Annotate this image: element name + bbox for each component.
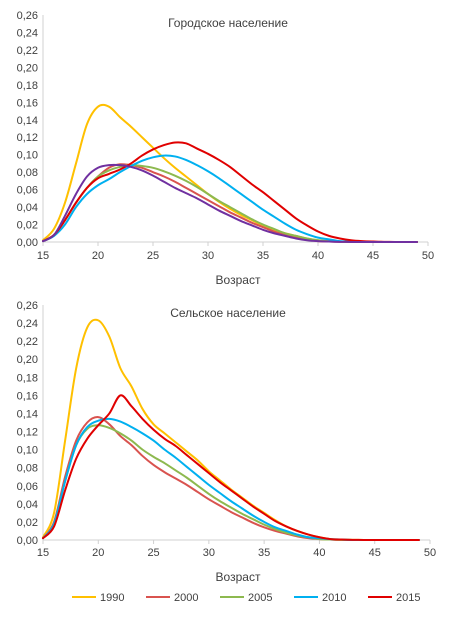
y-tick-label: 0,18 [17, 372, 38, 384]
x-tick-label: 50 [422, 250, 434, 262]
x-tick-label: 25 [147, 250, 159, 262]
x-tick-label: 25 [147, 547, 159, 559]
y-tick-label: 0,18 [17, 80, 38, 92]
y-tick-label: 0,24 [17, 27, 38, 39]
y-tick-label: 0,16 [17, 390, 38, 402]
series-line-2005 [42, 424, 420, 542]
x-tick-label: 50 [424, 547, 436, 559]
legend-label-1990: 1990 [100, 592, 124, 604]
chart-title: Городское население [168, 16, 288, 30]
y-tick-label: 0,02 [17, 220, 38, 232]
x-tick-label: 35 [258, 547, 270, 559]
y-tick-label: 0,08 [17, 463, 38, 475]
chart-title: Сельское население [170, 306, 286, 320]
legend-label-2000: 2000 [174, 592, 198, 604]
x-tick-label: 20 [92, 547, 104, 559]
y-tick-label: 0,22 [17, 336, 38, 348]
y-tick-label: 0,26 [17, 10, 38, 22]
x-tick-label: 30 [202, 250, 214, 262]
y-tick-label: 0,22 [17, 45, 38, 57]
y-tick-label: 0,04 [17, 499, 38, 511]
y-tick-label: 0,12 [17, 427, 38, 439]
series-line-1990 [42, 103, 418, 244]
y-tick-label: 0,20 [17, 354, 38, 366]
y-tick-label: 0,16 [17, 97, 38, 109]
chart-2: 0,00 0,02 0,04 0,06 0,08 0,10 0,12 0,14 0,16 0,18… [17, 300, 437, 584]
y-tick-label: 0,24 [17, 318, 38, 330]
x-tick-label: 40 [312, 250, 324, 262]
y-tick-label: 0,06 [17, 185, 38, 197]
y-tick-label: 0,10 [17, 150, 38, 162]
series-line-unlabeled [42, 163, 418, 244]
series-line-2000 [42, 416, 420, 542]
legend-label-2005: 2005 [248, 592, 272, 604]
y-tick-label: 0,20 [17, 62, 38, 74]
x-tick-label: 15 [37, 250, 49, 262]
y-tick-label: 0,14 [17, 115, 38, 127]
y-tick-label: 0,00 [17, 535, 38, 547]
y-tick-label: 0,06 [17, 481, 38, 493]
legend: 1990 2000 2005 2010 2015 [72, 592, 420, 604]
x-tick-label: 35 [257, 250, 269, 262]
series-line-2010 [42, 154, 418, 244]
x-axis-title: Возраст [216, 273, 261, 287]
series-line-2015 [42, 394, 420, 542]
x-tick-label: 45 [367, 250, 379, 262]
y-tick-label: 0,26 [17, 300, 38, 312]
x-tick-label: 30 [203, 547, 215, 559]
x-tick-label: 20 [92, 250, 104, 262]
x-axis-title: Возраст [216, 570, 261, 584]
legend-label-2010: 2010 [322, 592, 346, 604]
series-line-2010 [42, 417, 420, 542]
x-tick-label: 15 [37, 547, 49, 559]
y-tick-label: 0,10 [17, 445, 38, 457]
y-tick-label: 0,04 [17, 202, 38, 214]
series-line-2015 [42, 141, 418, 244]
chart-1: 0,00 0,02 0,04 0,06 0,08 0,10 0,12 0,14 0,16 0,18… [17, 10, 435, 287]
y-tick-label: 0,00 [17, 237, 38, 249]
x-tick-label: 40 [313, 547, 325, 559]
y-tick-label: 0,08 [17, 167, 38, 179]
x-tick-label: 45 [369, 547, 381, 559]
legend-label-2015: 2015 [396, 592, 420, 604]
y-tick-label: 0,14 [17, 408, 38, 420]
y-tick-label: 0,12 [17, 132, 38, 144]
y-tick-label: 0,02 [17, 517, 38, 529]
